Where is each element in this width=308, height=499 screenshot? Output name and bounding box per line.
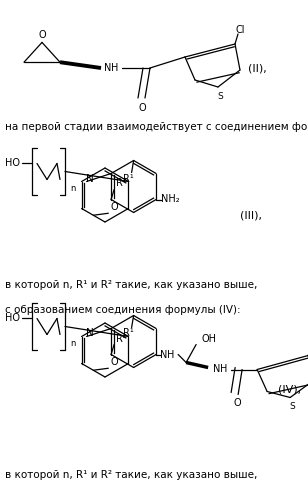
Text: HO: HO — [5, 158, 20, 168]
Text: N: N — [104, 63, 112, 73]
Text: N: N — [86, 174, 94, 184]
Text: O: O — [138, 103, 146, 113]
Text: R²: R² — [116, 333, 127, 343]
Text: O: O — [38, 30, 46, 40]
Text: R²: R² — [116, 179, 127, 189]
Text: в которой n, R¹ и R² такие, как указано выше,: в которой n, R¹ и R² такие, как указано … — [5, 280, 257, 290]
Text: H: H — [111, 63, 119, 73]
Text: N: N — [86, 328, 94, 338]
Text: NH₂: NH₂ — [161, 195, 180, 205]
Text: O: O — [111, 357, 118, 367]
Text: R¹: R¹ — [123, 328, 134, 338]
Text: H: H — [221, 364, 228, 375]
Text: n: n — [70, 184, 75, 193]
Text: с образованием соединения формулы (IV):: с образованием соединения формулы (IV): — [5, 305, 241, 315]
Text: R¹: R¹ — [123, 174, 134, 184]
Text: (IV),: (IV), — [278, 385, 301, 395]
Text: n: n — [70, 339, 75, 348]
Text: S: S — [217, 91, 223, 100]
Text: O: O — [111, 202, 118, 212]
Text: (II),: (II), — [248, 63, 267, 73]
Text: OH: OH — [201, 334, 216, 344]
Text: на первой стадии взаимодействует с соединением формулы (III):: на первой стадии взаимодействует с соеди… — [5, 122, 308, 132]
Text: Cl: Cl — [235, 25, 245, 35]
Text: (III),: (III), — [240, 210, 262, 220]
Text: N: N — [160, 349, 168, 359]
Text: S: S — [289, 402, 295, 411]
Text: в которой n, R¹ и R² такие, как указано выше,: в которой n, R¹ и R² такие, как указано … — [5, 470, 257, 480]
Text: N: N — [213, 364, 221, 375]
Text: HO: HO — [5, 313, 20, 323]
Text: O: O — [233, 398, 241, 408]
Text: H: H — [168, 349, 175, 359]
